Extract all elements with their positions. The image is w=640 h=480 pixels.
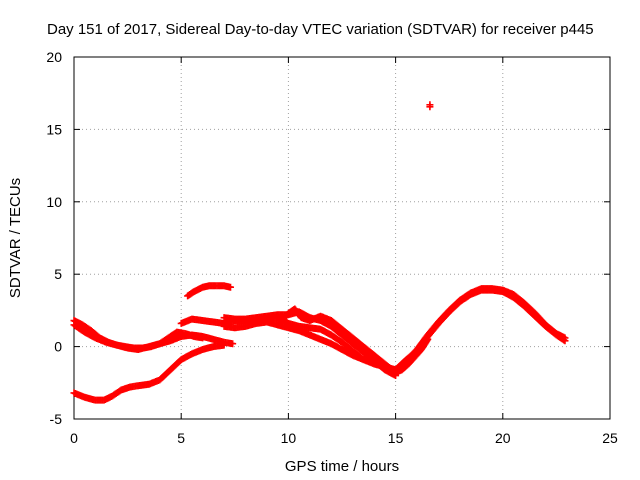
data-point: [561, 334, 569, 342]
y-tick-label: -5: [50, 411, 63, 427]
x-tick-label: 15: [388, 430, 404, 446]
x-tick-label: 0: [70, 430, 78, 446]
x-tick-label: 20: [495, 430, 511, 446]
series-track-i: [392, 286, 569, 374]
y-tick-label: 20: [46, 49, 62, 65]
data-point: [426, 103, 434, 111]
series-track-d: [177, 314, 400, 374]
series-track-h: [184, 282, 235, 300]
chart-title: Day 151 of 2017, Sidereal Day-to-day VTE…: [47, 21, 594, 38]
grid: [74, 57, 610, 419]
x-tick-label: 25: [602, 430, 618, 446]
series-track-c: [70, 341, 228, 404]
x-axis-label: GPS time / hours: [285, 458, 399, 475]
x-tick-label: 10: [281, 430, 297, 446]
y-tick-label: 5: [54, 266, 62, 282]
y-tick-label: 0: [54, 339, 62, 355]
series-track-b: [70, 321, 237, 353]
y-tick-label: 15: [46, 121, 62, 137]
plot-frame: [73, 56, 611, 420]
axis-ticks: 0 5 10 15 20 25 -5 0 5 10 15 20: [46, 49, 618, 446]
data-points: [70, 101, 569, 404]
x-tick-label: 5: [177, 430, 185, 446]
data-point: [220, 341, 228, 349]
series-track-j: [402, 285, 569, 365]
series-track-e: [220, 318, 400, 375]
y-tick-label: 10: [46, 194, 62, 210]
data-point: [227, 283, 235, 291]
y-axis-label: SDTVAR / TECUs: [7, 178, 24, 298]
data-point: [229, 340, 237, 348]
series-track-g: [274, 305, 432, 377]
series-outlier: [426, 101, 434, 111]
